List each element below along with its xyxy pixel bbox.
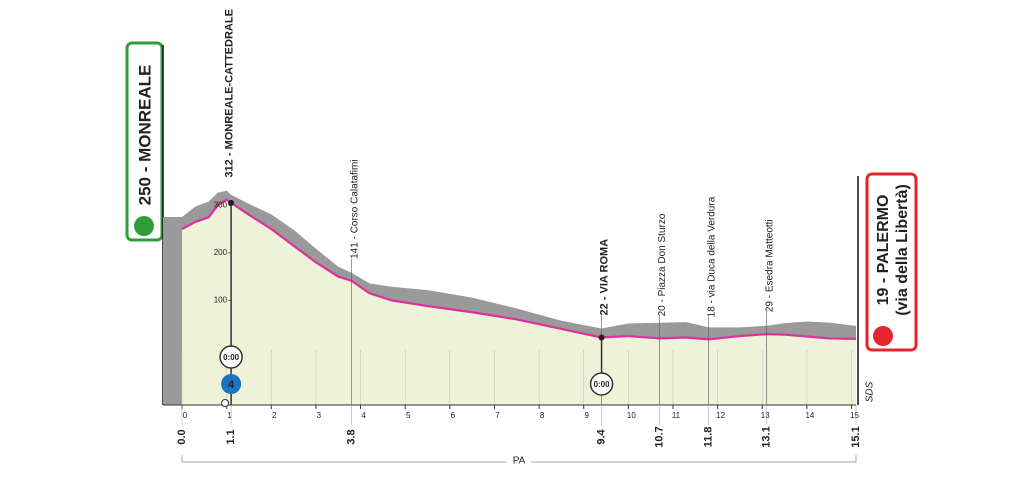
distance-label: 0.0 bbox=[176, 429, 188, 444]
distance-label: 9.4 bbox=[595, 428, 607, 444]
annotation: 18 - via Duca della Verdura bbox=[706, 196, 717, 317]
timing-dot bbox=[598, 334, 605, 341]
timing-dot bbox=[228, 199, 235, 206]
timing-label: 0:00 bbox=[594, 380, 611, 389]
start-icon bbox=[134, 216, 154, 236]
finish-icon bbox=[873, 326, 893, 346]
start-box bbox=[125, 41, 164, 242]
km-label: 8 bbox=[540, 411, 545, 420]
km-label: 13 bbox=[761, 411, 770, 420]
km-label: 7 bbox=[495, 411, 500, 420]
profile-area bbox=[182, 199, 856, 405]
finish-label: 19 - PALERMO bbox=[875, 195, 892, 306]
km-label: 12 bbox=[716, 411, 725, 420]
km-label: 11 bbox=[672, 411, 681, 420]
finish-mark: SDS bbox=[865, 381, 876, 402]
distance-label: 11.8 bbox=[703, 427, 715, 448]
y-tick-label: 200 bbox=[214, 248, 228, 257]
sector-bg bbox=[507, 454, 531, 468]
annotation: 29 - Esedra Matteotti bbox=[764, 219, 775, 312]
annotation: 22 - VIA ROMA bbox=[598, 239, 610, 316]
sprint-icon bbox=[221, 399, 230, 407]
distance-label: 1.1 bbox=[225, 429, 237, 444]
km-label: 10 bbox=[627, 411, 636, 420]
timing-marker bbox=[219, 345, 243, 369]
y-tick-label: 100 bbox=[214, 295, 228, 304]
finish-label: (via della Libertà) bbox=[894, 184, 911, 316]
distance-label: 15.1 bbox=[850, 426, 862, 447]
annotation: 141 - Corso Calatafimi bbox=[349, 159, 360, 258]
y-tick-label: 300 bbox=[214, 200, 228, 209]
km-label: 15 bbox=[850, 411, 859, 420]
annotation: 20 - Piazza Don Sturzo bbox=[657, 213, 668, 316]
km-label: 9 bbox=[584, 411, 589, 420]
timing-label: 0:00 bbox=[223, 353, 240, 362]
km-label: 3 bbox=[317, 411, 322, 420]
km-label: 14 bbox=[805, 411, 814, 420]
km-label: 6 bbox=[451, 411, 456, 420]
timing-marker bbox=[589, 372, 614, 396]
km-label: 4 bbox=[361, 411, 366, 420]
annotation: 312 - MONREALE-CATTEDRALE bbox=[224, 9, 236, 177]
start-label: 250 - MONREALE bbox=[135, 65, 154, 206]
sector-label: PA bbox=[513, 456, 526, 467]
km-label: 5 bbox=[406, 411, 411, 420]
distance-label: 3.8 bbox=[346, 429, 358, 444]
finish-box bbox=[865, 172, 918, 352]
km-label: 2 bbox=[272, 411, 277, 420]
distance-label: 13.1 bbox=[761, 426, 773, 447]
climb-badge-label: 4 bbox=[228, 379, 235, 391]
climb-badge bbox=[221, 374, 242, 394]
km-label: 0 bbox=[183, 411, 188, 420]
distance-label: 10.7 bbox=[654, 426, 666, 447]
km-label: 1 bbox=[227, 411, 232, 420]
